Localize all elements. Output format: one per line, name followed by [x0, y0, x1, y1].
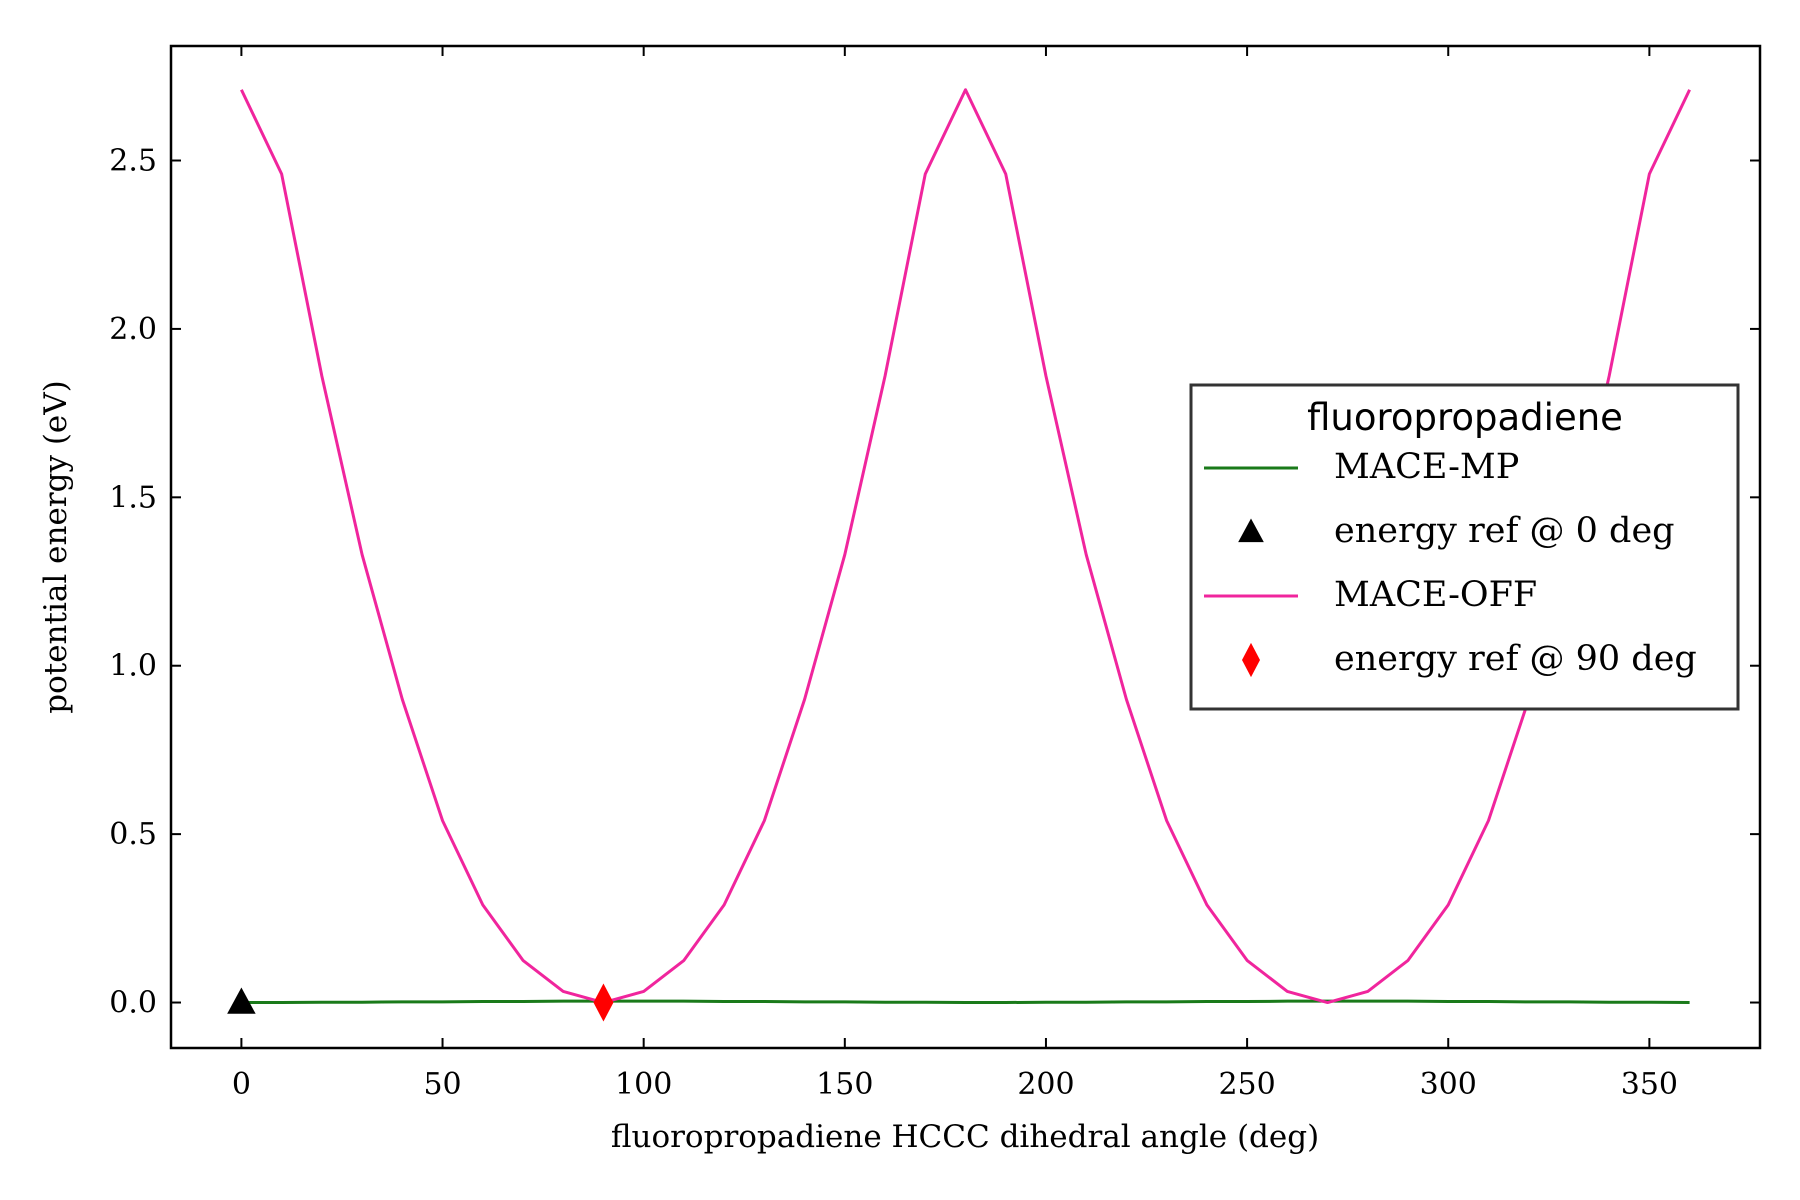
legend-label-energy-ref-0-deg: energy ref @ 0 deg	[1334, 511, 1675, 551]
x-tick-label: 250	[1218, 1067, 1275, 1102]
plot-frame	[169, 44, 1762, 1050]
x-tick-label: 100	[615, 1067, 672, 1102]
series-layer	[227, 88, 1691, 1022]
legend: fluoropropadiene MACE-MP energy ref @ 0 d…	[1189, 383, 1740, 711]
tick-layer: 0 50 100 150 200 250 300 350 0.0 0.5 1.0 1.5 2.0 2.5	[109, 46, 1760, 1102]
x-axis-label: fluoropropadiene HCCC dihedral angle (de…	[611, 1119, 1319, 1155]
x-tick-label: 150	[816, 1067, 873, 1102]
legend-label-energy-ref-90-deg: energy ref @ 90 deg	[1334, 639, 1697, 679]
y-tick-label: 1.0	[109, 649, 157, 684]
x-tick-label: 300	[1420, 1067, 1477, 1102]
x-tick-label: 350	[1621, 1067, 1678, 1102]
y-tick-label: 2.0	[109, 312, 157, 347]
legend-box	[1189, 383, 1740, 711]
legend-marker-energy-ref-90-deg	[1242, 642, 1260, 678]
y-axis-label: potential energy (eV)	[38, 380, 74, 714]
legend-marker-energy-ref-0-deg	[1238, 518, 1264, 543]
y-tick-label: 0.5	[109, 817, 157, 852]
legend-label-mace-off: MACE-OFF	[1334, 575, 1537, 615]
y-tick-label: 2.5	[109, 144, 157, 179]
legend-label-mace-mp: MACE-MP	[1334, 447, 1519, 487]
legend-title: fluoropropadiene	[1307, 396, 1623, 439]
y-tick-label: 0.0	[109, 986, 157, 1021]
series-line-mace-off	[240, 88, 1691, 1005]
data-point-energy-ref-0-deg	[227, 987, 256, 1014]
data-point-energy-ref-90-deg	[593, 983, 614, 1022]
x-tick-label: 0	[232, 1067, 251, 1102]
y-tick-label: 1.5	[109, 480, 157, 515]
x-tick-label: 50	[423, 1067, 461, 1102]
x-tick-label: 200	[1017, 1067, 1074, 1102]
series-line-mace-mp	[241, 999, 1690, 1005]
